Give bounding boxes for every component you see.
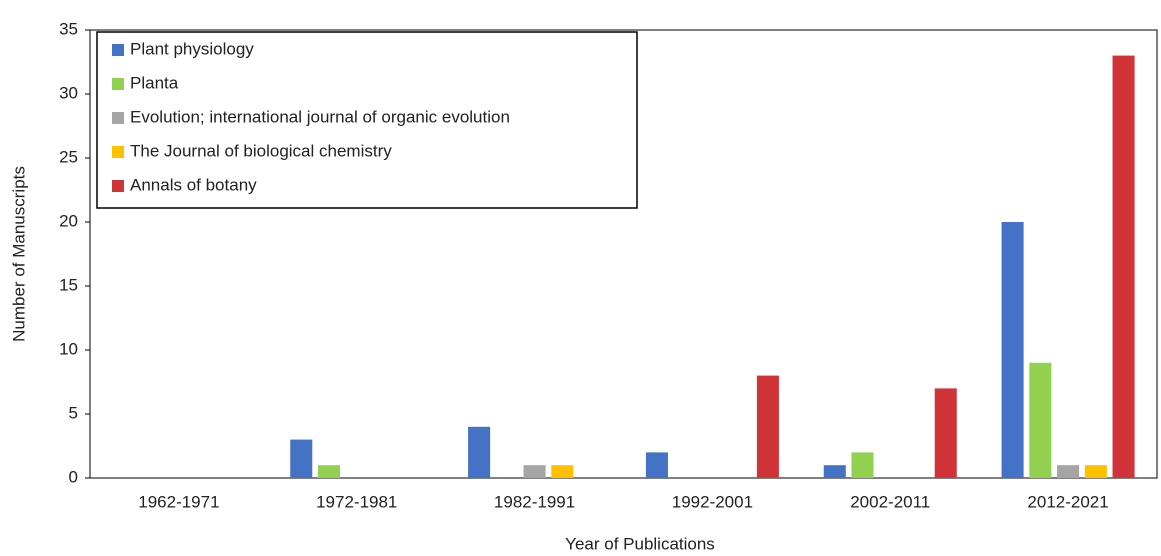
y-tick-label: 15: [59, 275, 78, 294]
y-tick-label: 25: [59, 147, 78, 166]
bar: [523, 465, 546, 478]
bar: [645, 452, 668, 478]
bar: [290, 439, 313, 478]
y-tick-label: 0: [69, 467, 78, 486]
legend-swatch: [112, 180, 124, 192]
y-tick-label: 5: [69, 403, 78, 422]
legend-swatch: [112, 112, 124, 124]
x-axis-title: Year of Publications: [565, 534, 715, 553]
x-tick-label: 2002-2011: [850, 492, 930, 511]
bar: [1001, 222, 1024, 478]
y-tick-label: 35: [59, 19, 78, 38]
bar: [317, 465, 341, 478]
legend-label: Annals of botany: [130, 175, 257, 194]
bar: [551, 465, 574, 478]
bar: [823, 465, 846, 478]
bar: [1112, 55, 1135, 478]
legend-swatch: [112, 146, 124, 158]
legend-label: Planta: [130, 73, 179, 92]
bar: [934, 388, 957, 478]
x-tick-label: 1962-1971: [138, 492, 219, 511]
legend-swatch: [112, 44, 124, 56]
bar: [1084, 465, 1107, 478]
legend-label: The Journal of biological chemistry: [130, 141, 392, 160]
bar: [1029, 362, 1052, 478]
legend-swatch: [112, 78, 124, 90]
bar: [468, 426, 491, 478]
bar: [1057, 465, 1080, 478]
bar: [851, 452, 874, 478]
plot-frame: [89, 29, 1158, 479]
legend-label: Evolution; international journal of orga…: [130, 107, 510, 126]
bar: [756, 375, 779, 478]
y-tick-label: 30: [59, 83, 78, 102]
x-tick-label: 1972-1981: [316, 492, 397, 511]
y-tick-label: 10: [59, 339, 78, 358]
legend-label: Plant physiology: [130, 39, 254, 58]
y-axis-title: Number of Manuscripts: [9, 166, 28, 342]
x-tick-label: 2012-2021: [1027, 492, 1108, 511]
x-tick-label: 1982-1991: [494, 492, 575, 511]
x-tick-label: 1992-2001: [672, 492, 753, 511]
y-tick-label: 20: [59, 211, 78, 230]
legend-box: [96, 31, 638, 209]
